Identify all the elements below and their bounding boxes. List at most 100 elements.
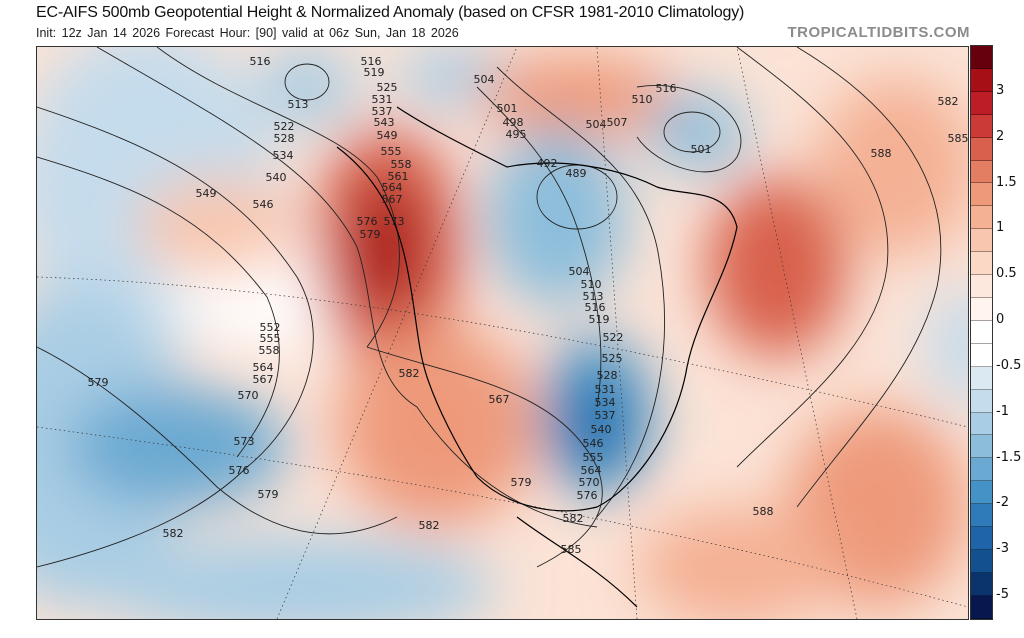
contour-label: 567 bbox=[382, 193, 403, 206]
contour-label: 546 bbox=[253, 198, 274, 211]
colorbar-bin bbox=[971, 68, 992, 92]
colorbar-bin bbox=[971, 320, 992, 344]
contour-label: 504 bbox=[586, 118, 607, 131]
contour-label: 525 bbox=[602, 352, 623, 365]
contour-label: 564 bbox=[382, 181, 403, 194]
contour-label: 576 bbox=[229, 464, 250, 477]
lat-lon-grid bbox=[37, 47, 968, 619]
contour-label: 585 bbox=[561, 543, 582, 556]
colorbar-bin bbox=[971, 572, 992, 596]
contour-label: 546 bbox=[583, 437, 604, 450]
contour-label: 555 bbox=[381, 145, 402, 158]
contour-label: 513 bbox=[583, 290, 604, 303]
colorbar-bin bbox=[971, 481, 992, 505]
contour-label: 492 bbox=[537, 157, 558, 170]
colorbar-bin bbox=[971, 343, 992, 367]
contour-label: 519 bbox=[589, 313, 610, 326]
contour-label: 564 bbox=[581, 464, 602, 477]
colorbar-bin bbox=[971, 46, 992, 69]
colorbar-bin bbox=[971, 229, 992, 253]
contour-label: 516 bbox=[361, 55, 382, 68]
contour-label: 537 bbox=[372, 105, 393, 118]
colorbar bbox=[970, 45, 993, 620]
contour-label: 567 bbox=[253, 373, 274, 386]
contour-label: 567 bbox=[489, 393, 510, 406]
contour-label: 531 bbox=[372, 93, 393, 106]
brand-watermark[interactable]: TROPICALTIDBITS.COM bbox=[787, 24, 970, 41]
colorbar-label: -3 bbox=[996, 541, 1009, 557]
colorbar-bin bbox=[971, 549, 992, 573]
contour-label: 495 bbox=[506, 128, 527, 141]
colorbar-bin bbox=[971, 275, 992, 298]
contour-label: 579 bbox=[360, 228, 381, 241]
contour-label: 555 bbox=[583, 451, 604, 464]
contour-label: 582 bbox=[938, 95, 959, 108]
contour-label: 585 bbox=[948, 132, 969, 145]
contour-label: 555 bbox=[260, 332, 281, 345]
colorbar-label: 3 bbox=[996, 82, 1005, 98]
colorbar-label: 0 bbox=[996, 312, 1005, 328]
colorbar-bin bbox=[971, 389, 992, 413]
contour-label: 570 bbox=[238, 389, 259, 402]
contour-label: 576 bbox=[577, 489, 598, 502]
colorbar-label: -0.5 bbox=[996, 357, 1022, 373]
contour-label: 504 bbox=[569, 265, 590, 278]
contour-label: 522 bbox=[274, 120, 295, 133]
contour-label: 522 bbox=[603, 331, 624, 344]
contour-label: 540 bbox=[266, 171, 287, 184]
contour-label: 537 bbox=[595, 409, 616, 422]
contour-label: 519 bbox=[364, 66, 385, 79]
contour-label: 558 bbox=[391, 158, 412, 171]
colorbar-bin bbox=[971, 527, 992, 550]
contour-label: 579 bbox=[258, 488, 279, 501]
anomaly-shading bbox=[37, 47, 968, 619]
colorbar-bin bbox=[971, 114, 992, 138]
colorbar-label: 0.5 bbox=[996, 266, 1017, 282]
contour-label: 579 bbox=[88, 376, 109, 389]
map-title: EC-AIFS 500mb Geopotential Height & Norm… bbox=[36, 4, 745, 21]
contour-label: 588 bbox=[753, 505, 774, 518]
contour-label: 582 bbox=[563, 512, 584, 525]
anomaly-map: 516 513 516 519 525 531 537 543 549 522 528 534 540 5… bbox=[36, 46, 969, 620]
contour-label: 570 bbox=[579, 476, 600, 489]
contour-label: 552 bbox=[260, 321, 281, 334]
colorbar-bin bbox=[971, 412, 992, 436]
contour-label: 573 bbox=[384, 215, 405, 228]
contour-label: 582 bbox=[399, 367, 420, 380]
contour-label: 534 bbox=[595, 396, 616, 409]
colorbar-label: -2 bbox=[996, 495, 1009, 511]
contour-label: 510 bbox=[632, 93, 653, 106]
colorbar-label: 1 bbox=[996, 220, 1005, 236]
contour-label: 516 bbox=[250, 55, 271, 68]
colorbar-label: 1.5 bbox=[996, 174, 1017, 190]
colorbar-bin bbox=[971, 160, 992, 184]
map-subtitle: Init: 12z Jan 14 2026 Forecast Hour: [90… bbox=[36, 26, 459, 40]
contour-label: 507 bbox=[607, 116, 628, 129]
contour-label: 531 bbox=[595, 383, 616, 396]
colorbar-label: -5 bbox=[996, 587, 1009, 603]
contour-label: 501 bbox=[497, 102, 518, 115]
contour-label: 516 bbox=[585, 301, 606, 314]
colorbar-label: 2 bbox=[996, 128, 1005, 144]
colorbar-bin bbox=[971, 206, 992, 230]
contour-label: 579 bbox=[511, 476, 532, 489]
colorbar-bin bbox=[971, 366, 992, 390]
contour-label: 576 bbox=[357, 215, 378, 228]
contour-label: 489 bbox=[566, 167, 587, 180]
contour-label: 582 bbox=[163, 527, 184, 540]
contour-label: 561 bbox=[388, 170, 409, 183]
map-canvas: 5165135165195255315375435495225285345405… bbox=[37, 47, 968, 619]
colorbar-bin bbox=[971, 91, 992, 115]
contour-label: 549 bbox=[196, 187, 217, 200]
contour-label: 588 bbox=[871, 147, 892, 160]
contour-label: 498 bbox=[503, 116, 524, 129]
colorbar-bin bbox=[971, 595, 992, 619]
colorbar-bin bbox=[971, 183, 992, 207]
contour-label: 528 bbox=[274, 132, 295, 145]
colorbar-bin bbox=[971, 458, 992, 482]
contour-label: 510 bbox=[581, 278, 602, 291]
colorbar-bin bbox=[971, 137, 992, 161]
colorbar-label: -1.5 bbox=[996, 449, 1022, 465]
contour-label: 558 bbox=[259, 344, 280, 357]
colorbar-label: -1 bbox=[996, 403, 1009, 419]
